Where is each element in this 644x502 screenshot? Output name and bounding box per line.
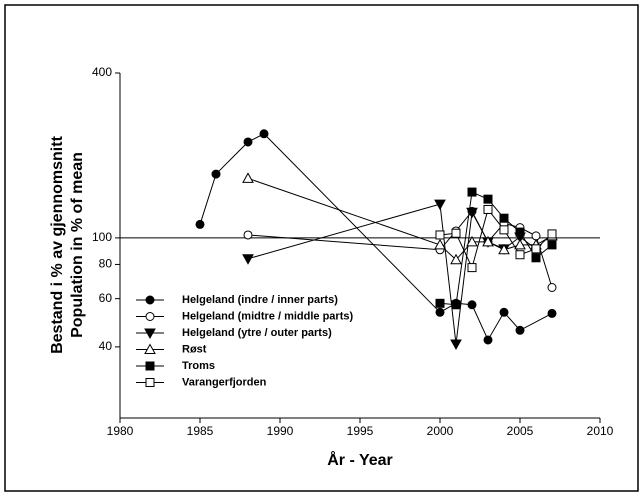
marker: [467, 300, 477, 310]
marker: [515, 227, 525, 237]
legend-label: Varangerfjorden: [182, 376, 267, 388]
x-tick-label: 1985: [187, 424, 214, 438]
y-tick-label: 100: [92, 230, 112, 244]
y-tick-label: 40: [99, 339, 113, 353]
marker: [515, 325, 525, 335]
marker: [195, 219, 205, 229]
marker: [514, 238, 526, 250]
marker: [243, 230, 253, 240]
marker: [451, 300, 461, 310]
marker: [435, 298, 445, 308]
legend-label: Helgeland (indre / inner parts): [182, 294, 338, 306]
x-tick-label: 1995: [347, 424, 374, 438]
marker: [547, 283, 557, 293]
legend-marker: [144, 343, 156, 354]
legend-label: Røst: [182, 343, 207, 355]
marker: [211, 169, 221, 179]
marker: [482, 235, 494, 247]
y-tick-label: 80: [99, 257, 113, 271]
series-line: [247, 203, 537, 345]
frame: [4, 4, 639, 492]
marker: [531, 244, 541, 254]
marker: [499, 213, 509, 223]
marker: [242, 172, 254, 183]
legend-marker: [145, 312, 155, 321]
marker: [242, 254, 254, 265]
marker: [531, 231, 541, 241]
marker: [483, 204, 493, 214]
legend-label: Helgeland (ytre / outer parts): [182, 327, 332, 339]
legend-label: Helgeland (midtre / middle parts): [182, 310, 353, 322]
marker: [547, 240, 557, 250]
marker: [243, 137, 253, 147]
legend-marker: [145, 295, 155, 305]
x-tick-label: 2000: [427, 424, 454, 438]
marker: [547, 308, 557, 318]
marker: [435, 307, 445, 317]
marker: [434, 238, 446, 250]
marker: [483, 335, 493, 345]
marker: [531, 253, 541, 263]
marker: [498, 243, 510, 255]
marker: [515, 250, 525, 260]
x-tick-label: 1980: [107, 424, 134, 438]
x-tick-label: 2005: [507, 424, 534, 438]
marker: [466, 235, 478, 247]
series-line: [199, 133, 553, 342]
legend-marker: [145, 378, 155, 387]
marker: [547, 229, 557, 239]
legend-label: Troms: [182, 360, 215, 372]
marker: [467, 263, 477, 273]
x-tick-label: 2010: [587, 424, 614, 438]
marker: [467, 187, 477, 197]
y-axis-title: Bestand i % av gjennomsnitt: [49, 135, 66, 353]
x-tick-label: 1990: [267, 424, 294, 438]
y-axis-title: Population in % of mean: [69, 152, 86, 338]
marker: [435, 230, 445, 240]
y-tick-label: 400: [92, 65, 112, 79]
marker: [466, 207, 478, 219]
marker: [450, 253, 462, 265]
marker: [434, 199, 446, 211]
legend-marker: [144, 328, 156, 340]
x-axis-title: År - Year: [327, 450, 393, 469]
legend-marker: [145, 361, 155, 371]
marker: [450, 339, 462, 350]
y-tick-label: 60: [99, 291, 113, 305]
marker: [259, 129, 269, 139]
marker: [451, 228, 461, 238]
marker: [499, 225, 509, 235]
marker: [499, 307, 509, 317]
marker: [483, 194, 493, 204]
